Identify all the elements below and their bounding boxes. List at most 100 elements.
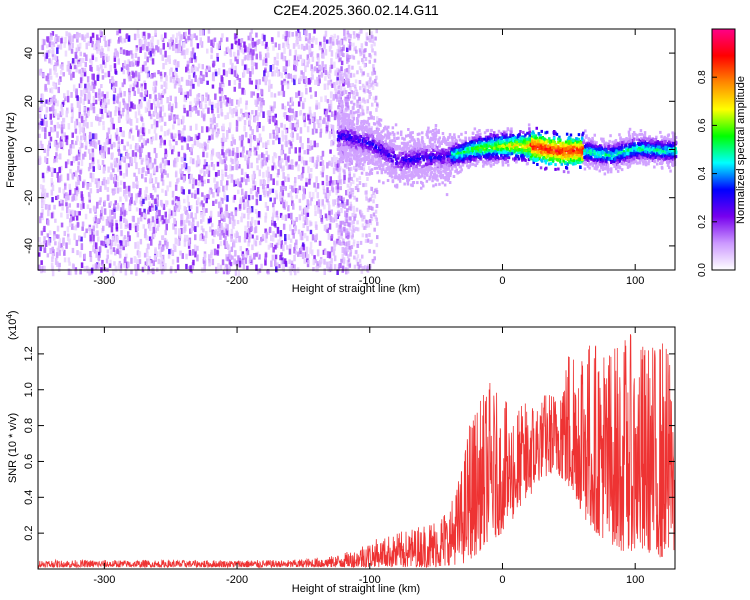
spectrogram-pixel [279, 254, 282, 261]
spectrogram-pixel [267, 154, 270, 161]
spectrogram-pixel [224, 115, 227, 120]
spectrogram-pixel [152, 167, 156, 174]
spectrogram-pixel [200, 77, 203, 84]
spectrogram-pixel [151, 232, 155, 240]
spectrogram-pixel [544, 131, 547, 135]
spectrogram-pixel [328, 266, 332, 273]
spectrogram-pixel [370, 186, 373, 191]
spectrogram-pixel [211, 258, 215, 266]
spectrogram-pixel [286, 245, 289, 250]
spectrogram-pixel [119, 222, 123, 229]
spectrogram-pixel [96, 34, 99, 41]
spectrogram-pixel [49, 68, 52, 76]
spectrogram-pixel [302, 193, 305, 201]
spectrogram-pixel [129, 156, 132, 163]
spectrogram-pixel [45, 204, 49, 210]
spectrogram-pixel [127, 59, 130, 67]
spectrogram-pixel [164, 263, 167, 270]
spectrogram-pixel [152, 260, 155, 267]
spectrogram-pixel [48, 107, 52, 112]
spectrogram-pixel [255, 32, 258, 38]
spectrogram-pixel [208, 254, 211, 261]
spectrogram-pixel [50, 33, 53, 38]
spectrogram-pixel [229, 254, 232, 260]
spectrogram-pixel [221, 259, 225, 266]
spectrogram-pixel [42, 119, 45, 126]
spectrogram-pixel [186, 212, 189, 219]
spectrogram-pixel [328, 223, 332, 230]
spectrogram-pixel [371, 71, 374, 76]
spectrogram-pixel [126, 141, 129, 147]
spectrogram-pixel [116, 202, 120, 209]
spectrogram-pixel [69, 168, 72, 174]
spectrogram-pixel [255, 235, 259, 241]
spectrogram-pixel [293, 122, 297, 128]
spectrogram-pixel [346, 260, 350, 267]
spectrogram-pixel [222, 269, 226, 275]
spectrogram-pixel [266, 205, 269, 211]
spectrogram-pixel [107, 39, 111, 47]
spectrogram-pixel [98, 251, 101, 258]
spectrogram-pixel [96, 201, 99, 209]
spectrogram-pixel [123, 263, 126, 268]
spectrogram-pixel [275, 193, 279, 200]
spectrogram-pixel [46, 253, 50, 258]
spectrogram-pixel [70, 209, 73, 215]
spectrogram-pixel [207, 164, 211, 171]
spectrogram-pixel [250, 162, 253, 169]
spectrogram-pixel [61, 247, 64, 252]
spectrogram-pixel [333, 135, 336, 142]
spectrogram-pixel [254, 41, 257, 48]
spectrogram-pixel [52, 42, 56, 48]
spectrogram-pixel [265, 157, 269, 163]
spectrogram-pixel [314, 204, 317, 211]
spectrogram-pixel [83, 266, 87, 272]
spectrogram-pixel [329, 37, 332, 44]
spectrogram-pixel [110, 82, 114, 90]
spectrogram-pixel [85, 113, 89, 118]
spectrogram-pixel [82, 98, 85, 106]
spectrogram-pixel [138, 208, 142, 216]
spectrogram-pixel [219, 240, 223, 247]
spectrogram-pixel [91, 81, 94, 86]
spectrogram-pixel [257, 268, 260, 275]
spectrogram-pixel [347, 71, 350, 79]
spectrogram-pixel [343, 204, 347, 210]
spectrogram-pixel [330, 91, 333, 99]
spectrogram-pixel [222, 96, 226, 101]
spectrogram-pixel [247, 214, 250, 220]
spectrogram-pixel [523, 135, 526, 139]
spectrogram-pixel [350, 176, 353, 181]
spectrogram-pixel [219, 264, 223, 271]
spectrogram-pixel [44, 132, 47, 139]
spectrogram-pixel [226, 180, 229, 186]
spectrogram-pixel [125, 50, 129, 56]
spectrogram-pixel [287, 31, 291, 38]
spectrogram-pixel [75, 215, 79, 221]
spectrogram-pixel [156, 39, 160, 45]
spectrogram-pixel [60, 222, 64, 228]
spectrogram-pixel [173, 43, 176, 49]
spectrogram-pixel [152, 226, 155, 234]
spectrogram-pixel [247, 53, 250, 61]
spectrogram-pixel [314, 79, 317, 85]
spectrogram-pixel [119, 170, 123, 176]
spectrogram-pixel [229, 59, 233, 65]
spectrogram-pixel [54, 218, 57, 223]
spectrogram-pixel [185, 253, 188, 260]
spectrogram-pixel [158, 116, 162, 123]
spectrogram-pixel [68, 149, 71, 156]
spectrogram-pixel [296, 133, 299, 140]
spectrogram-pixel [291, 200, 294, 206]
spectrogram-pixel [112, 168, 115, 173]
spectrogram-pixel [365, 171, 368, 176]
spectrogram-pixel [151, 58, 155, 65]
spectrogram-pixel [185, 263, 188, 270]
spectrogram-pixel [268, 226, 272, 234]
spectrogram-pixel [277, 70, 280, 77]
spectrogram-pixel [293, 188, 296, 193]
spectrogram-pixel [110, 250, 113, 255]
spectrogram-pixel [54, 98, 57, 104]
spectrogram-pixel [152, 81, 156, 86]
spectrogram-pixel [270, 83, 273, 89]
